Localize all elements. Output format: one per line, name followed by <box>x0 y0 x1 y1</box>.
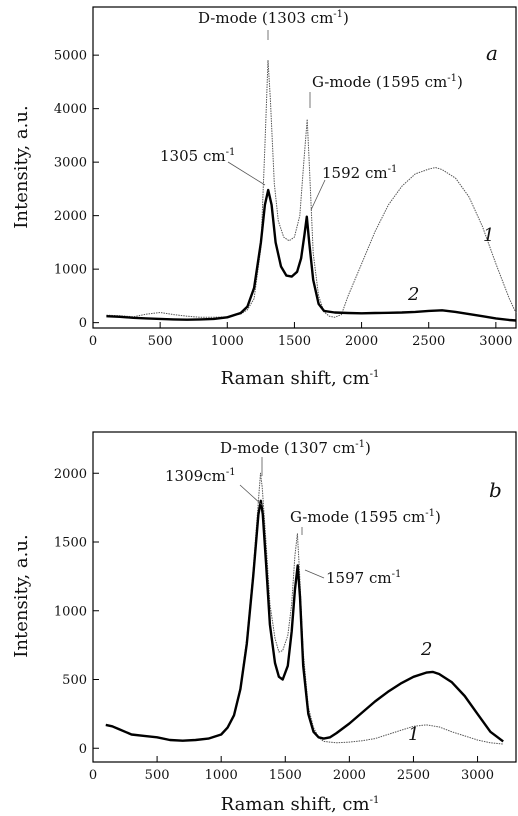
panel-b-peak-1597: 1597 cm-1 <box>326 569 401 587</box>
panel-a-gmode-label: G-mode (1595 cm-1) <box>312 73 463 91</box>
panel-a-xtick-label: 500 <box>148 334 173 349</box>
panel-b-series-2-line <box>105 499 504 743</box>
panel-a-xlabel: Raman shift, cm-1 <box>221 368 380 389</box>
panel-b-peak-1309: 1309cm-1 <box>165 467 236 485</box>
panel-a-letter: a <box>486 41 498 65</box>
panel-a-dmode-label: D-mode (1303 cm-1) <box>198 9 349 27</box>
panel-a-ytick-label: 4000 <box>54 102 87 117</box>
panel-b-xtick-label: 1500 <box>269 768 302 783</box>
panel-a-series <box>106 60 517 322</box>
panel-b-xtick-label: 2500 <box>397 768 430 783</box>
panel-b-ytick-label: 2000 <box>54 467 87 482</box>
panel-b-xtick-label: 1000 <box>205 768 238 783</box>
panel-a-ticks: 0 500 1000 1500 2000 2500 3000 0 1000 2000 3000 400… <box>54 49 512 349</box>
panel-b-ticks: 0 500 1000 1500 2000 2500 3000 0 500 1000 1500 2000 <box>54 467 494 783</box>
panel-b-ytick-label: 1000 <box>54 604 87 619</box>
panel-b: 0 500 1000 1500 2000 2500 3000 0 500 1000 1500 2000… <box>11 431 517 815</box>
panel-a-leader-1592 <box>310 179 326 211</box>
panel-b-annotations: D-mode (1307 cm-1) G-mode (1595 cm-1) 13… <box>165 439 502 745</box>
panel-a-peak-1305: 1305 cm-1 <box>160 147 235 165</box>
panel-b-xtick-label: 2000 <box>333 768 366 783</box>
panel-a-series-label-1: 1 <box>483 225 494 246</box>
panel-a-ytick-label: 5000 <box>54 49 87 64</box>
panel-b-xtick-label: 3000 <box>461 768 494 783</box>
panel-a-annotations: D-mode (1303 cm-1) G-mode (1595 cm-1) 13… <box>160 9 498 305</box>
panel-b-xtick-label: 500 <box>145 768 170 783</box>
panel-b-series <box>105 472 504 745</box>
panel-a-leader-1305 <box>227 161 266 186</box>
panel-a-xtick-label: 2500 <box>412 334 445 349</box>
panel-b-gmode-label: G-mode (1595 cm-1) <box>290 508 441 526</box>
panel-b-frame <box>92 431 517 763</box>
panel-a-xtick-label: 1500 <box>278 334 311 349</box>
panel-b-ylabel: Intensity, a.u. <box>11 534 32 657</box>
panel-b-series-label-1: 1 <box>408 724 419 745</box>
panel-a-xtick-label: 1000 <box>211 334 244 349</box>
panel-a-xtick-label: 2000 <box>345 334 378 349</box>
panel-b-leader-1309 <box>239 484 263 506</box>
panel-a-xtick-label: 0 <box>89 334 97 349</box>
panel-b-ytick-label: 1500 <box>54 536 87 551</box>
panel-a-ylabel: Intensity, a.u. <box>11 105 32 228</box>
panel-b-ytick-label: 500 <box>62 673 87 688</box>
panel-b-xlabel: Raman shift, cm-1 <box>221 794 380 815</box>
panel-b-letter: b <box>489 478 502 502</box>
panel-a-peak-1592: 1592 cm-1 <box>322 164 397 182</box>
panel-a-ytick-label: 1000 <box>54 263 87 278</box>
panel-a-xtick-label: 3000 <box>479 334 512 349</box>
panel-b-xtick-label: 0 <box>89 768 97 783</box>
panel-b-series-label-2: 2 <box>420 639 432 660</box>
panel-a-ytick-label: 3000 <box>54 156 87 171</box>
panel-b-ytick-label: 0 <box>79 742 87 757</box>
panel-a-ytick-label: 2000 <box>54 209 87 224</box>
panel-b-dmode-label: D-mode (1307 cm-1) <box>220 439 371 457</box>
panel-a-series-1-line <box>106 60 517 318</box>
panel-a-frame <box>92 6 517 329</box>
panel-b-leader-1597 <box>304 569 325 579</box>
panel-a-ytick-label: 0 <box>79 316 87 331</box>
panel-a-series-2-line <box>106 188 517 322</box>
panel-a-series-label-2: 2 <box>407 284 419 305</box>
panel-a: 0 500 1000 1500 2000 2500 3000 0 1000 2000 3000 400… <box>11 6 517 389</box>
